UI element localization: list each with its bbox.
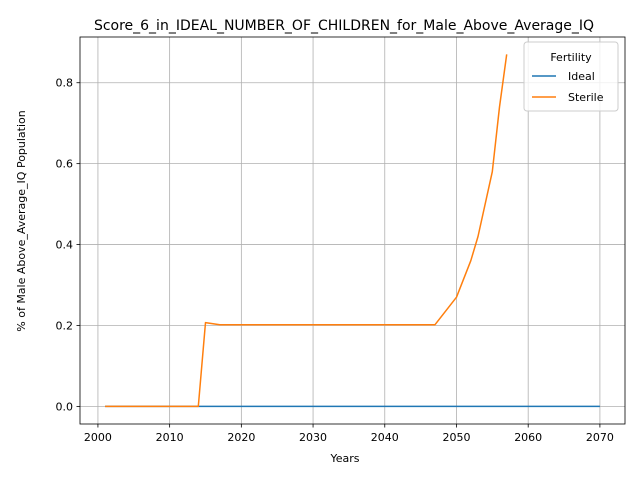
legend-items: Ideal Sterile xyxy=(532,70,604,104)
legend-label-sterile: Sterile xyxy=(568,91,604,104)
plot-frame xyxy=(79,36,626,425)
x-tick-label: 2030 xyxy=(299,431,327,444)
legend-frame xyxy=(523,41,619,112)
x-tick-label: 2060 xyxy=(514,431,542,444)
series-line-sterile xyxy=(105,54,508,408)
legend: Fertility Ideal Sterile xyxy=(523,41,619,112)
x-tick-label: 2050 xyxy=(442,431,470,444)
y-axis-label: % of Male Above_Average_IQ Population xyxy=(15,110,28,332)
y-tick-label: 0.8 xyxy=(56,77,74,90)
y-tick-label: 0.6 xyxy=(56,158,74,171)
x-tick-label: 2020 xyxy=(227,431,255,444)
legend-label-ideal: Ideal xyxy=(568,70,595,83)
x-axis-ticks: 2000 2010 2020 2030 2040 2050 2060 2070 xyxy=(84,424,614,444)
x-tick-label: 2010 xyxy=(156,431,184,444)
x-axis-label: Years xyxy=(329,452,359,465)
y-tick-label: 0.4 xyxy=(56,239,74,252)
chart-title: Score_6_in_IDEAL_NUMBER_OF_CHILDREN_for_… xyxy=(94,18,594,34)
x-tick-label: 2040 xyxy=(371,431,399,444)
legend-title: Fertility xyxy=(550,51,592,64)
series-lines xyxy=(105,54,600,408)
y-tick-label: 0.2 xyxy=(56,319,74,332)
y-axis-ticks: 0.0 0.2 0.4 0.6 0.8 xyxy=(56,77,80,413)
x-tick-label: 2070 xyxy=(586,431,614,444)
x-tick-label: 2000 xyxy=(84,431,112,444)
y-tick-label: 0.0 xyxy=(56,400,74,413)
